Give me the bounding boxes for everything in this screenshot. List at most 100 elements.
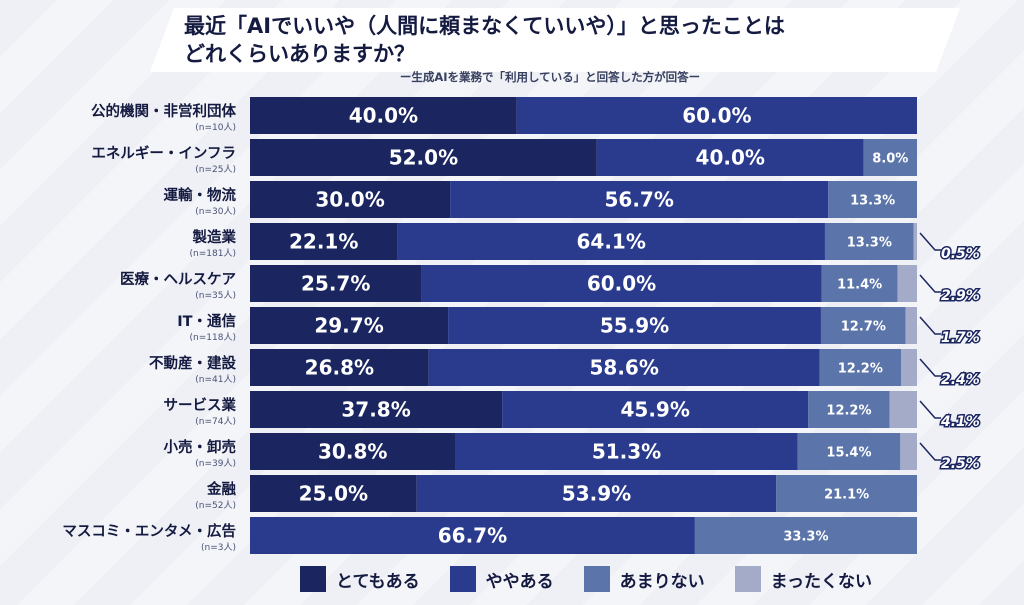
value-label-somewhat: 51.3%: [592, 440, 661, 464]
category-label: IT・通信: [177, 312, 236, 330]
value-label-not-much: 12.7%: [841, 320, 886, 335]
value-label-somewhat: 60.0%: [587, 272, 656, 296]
bar-row: 金融 (n=52人) 25.0% 53.9% 21.1%: [195, 475, 917, 512]
title-line-1: 最近「AIでいいや（人間に頼まなくていいや）」と思ったことは: [184, 14, 785, 38]
value-label-not-much: 15.4%: [826, 446, 871, 461]
legend-item-not-much: あまりない: [583, 566, 705, 592]
bar-row: マスコミ・エンタメ・広告 (n=3人) 66.7% 33.3%: [62, 517, 917, 554]
bar-segment-not-much: [863, 139, 917, 176]
stacked-bar-chart: 公的機関・非営利団体 (n=10人) 40.0% 60.0% エネルギー・インフラ (n=…: [62, 97, 981, 554]
category-label: 不動産・建設: [149, 354, 236, 372]
value-label-not-much: 21.1%: [824, 488, 869, 503]
bar-row: 小売・卸売 (n=39人) 30.8% 51.3% 15.4% 2.5%: [164, 433, 981, 474]
category-n-label: (n=181人): [190, 248, 236, 259]
bar-segment-very: [250, 349, 429, 386]
bar-row: エネルギー・インフラ (n=25人) 52.0% 40.0% 8.0%: [91, 139, 917, 176]
category-n-label: (n=25人): [195, 164, 236, 175]
value-label-very: 30.0%: [315, 188, 384, 212]
bar-segment-very: [250, 139, 597, 176]
leader-line: [919, 232, 941, 251]
category-n-label: (n=35人): [195, 290, 236, 301]
bar-segment-not-much: [828, 181, 917, 218]
legend-item-somewhat: ややある: [449, 566, 554, 592]
bar-segment-somewhat: [421, 265, 822, 302]
bar-segment-very: [250, 181, 451, 218]
leader-line: [919, 316, 941, 335]
bar-segment-not-at-all: [900, 349, 917, 386]
value-label-somewhat: 55.9%: [600, 314, 669, 338]
category-n-label: (n=39人): [195, 458, 236, 469]
bar-row: 運輸・物流 (n=30人) 30.0% 56.7% 13.3%: [164, 181, 917, 218]
category-n-label: (n=3人): [201, 542, 236, 553]
bar-row: IT・通信 (n=118人) 29.7% 55.9% 12.7% 1.7%: [177, 307, 981, 348]
category-n-label: (n=41人): [195, 374, 236, 385]
bar-segment-not-much: [694, 517, 917, 554]
bar-segment-somewhat: [397, 223, 825, 260]
bar-segment-somewhat: [596, 139, 864, 176]
bar-row: 不動産・建設 (n=41人) 26.8% 58.6% 12.2% 2.4%: [149, 349, 981, 390]
category-label: 製造業: [192, 228, 237, 246]
category-n-label: (n=118人): [190, 332, 236, 343]
value-label-somewhat: 56.7%: [604, 188, 673, 212]
value-label-very: 40.0%: [349, 104, 418, 128]
value-label-somewhat: 60.0%: [682, 104, 751, 128]
bar-segment-not-at-all: [913, 223, 917, 260]
value-label-very: 22.1%: [289, 230, 358, 254]
bar-segment-very: [250, 265, 422, 302]
bar-segment-somewhat: [455, 433, 798, 470]
category-label: 小売・卸売: [164, 438, 237, 456]
chart-subtitle: ー生成AIを業務で「利用している」と回答した方が回答ー: [399, 70, 701, 84]
bar-segment-not-much: [821, 265, 898, 302]
value-label-not-much: 12.2%: [826, 404, 871, 419]
chart-title: 最近「AIでいいや（人間に頼まなくていいや）」と思ったことは どれくらいあります…: [184, 12, 944, 68]
legend-item-not-at-all: まったくない: [734, 566, 872, 592]
bar-segment-somewhat: [450, 181, 829, 218]
legend-label-somewhat: ややある: [485, 571, 554, 592]
bar-segment-not-at-all: [900, 433, 917, 470]
legend-label-not-at-all: まったくない: [770, 571, 872, 592]
category-label: 運輸・物流: [164, 186, 237, 204]
title-banner: [150, 8, 960, 72]
value-label-very: 29.7%: [314, 314, 383, 338]
bar-segment-very: [250, 391, 503, 428]
value-label-not-much: 11.4%: [837, 278, 882, 293]
bar-segment-very: [250, 97, 517, 134]
bar-segment-not-much: [808, 391, 890, 428]
bar-segment-very: [250, 475, 417, 512]
value-label-very: 52.0%: [389, 146, 458, 170]
value-label-very: 25.7%: [301, 272, 370, 296]
legend-label-not-much: あまりない: [619, 571, 705, 592]
bar-segment-not-at-all: [897, 265, 917, 302]
value-label-somewhat: 40.0%: [696, 146, 765, 170]
legend-item-very: とてもある: [300, 566, 420, 592]
bar-row: 公的機関・非営利団体 (n=10人) 40.0% 60.0%: [91, 97, 917, 134]
value-label-not-at-all: 2.9%: [941, 288, 980, 304]
category-label: 医療・ヘルスケア: [120, 270, 236, 288]
bar-row: サービス業 (n=74人) 37.8% 45.9% 12.2% 4.1%: [164, 391, 981, 432]
value-label-somewhat: 66.7%: [438, 524, 507, 548]
category-label: 公的機関・非営利団体: [91, 102, 236, 120]
bar-segment-somewhat: [416, 475, 777, 512]
bar-segment-somewhat: [516, 97, 917, 134]
bar-segment-not-much: [776, 475, 917, 512]
leader-line: [919, 400, 941, 419]
bar-segment-very: [250, 307, 449, 344]
category-label: マスコミ・エンタメ・広告: [62, 522, 236, 540]
bar-segment-somewhat: [428, 349, 820, 386]
bar-segment-not-much: [820, 307, 906, 344]
value-label-very: 37.8%: [341, 398, 410, 422]
value-label-very: 25.0%: [299, 482, 368, 506]
title-line-2: どれくらいありますか？: [184, 42, 415, 66]
bar-segment-not-at-all: [889, 391, 917, 428]
leader-line: [919, 274, 941, 293]
value-label-very: 30.8%: [318, 440, 387, 464]
value-label-somewhat: 58.6%: [589, 356, 658, 380]
legend-swatch-somewhat: [449, 566, 476, 592]
legend-label-very: とてもある: [336, 571, 420, 592]
category-label: エネルギー・インフラ: [91, 145, 236, 162]
legend: とてもある ややある あまりない まったくない: [300, 564, 940, 594]
bar-segment-somewhat: [448, 307, 821, 344]
leader-line: [919, 442, 941, 461]
category-n-label: (n=30人): [195, 206, 236, 217]
category-label: 金融: [206, 480, 236, 498]
